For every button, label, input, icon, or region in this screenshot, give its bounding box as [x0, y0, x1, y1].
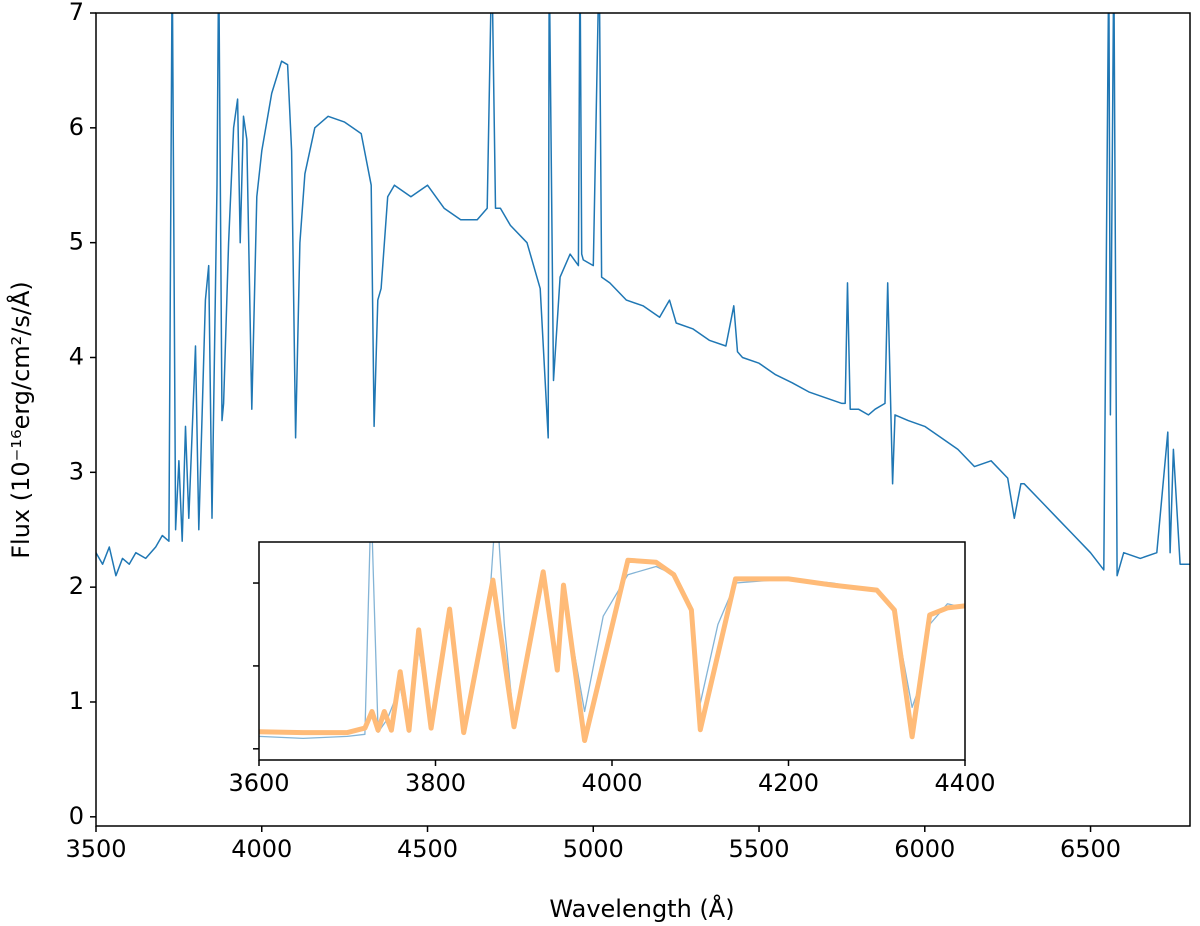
- x-tick-label: 4400: [934, 769, 995, 797]
- y-tick-label: 0: [69, 802, 84, 830]
- plot-frame: [95, 12, 1191, 827]
- x-tick-label: 4000: [581, 769, 642, 797]
- y-tick-label: 1: [69, 687, 84, 715]
- y-tick-label: 3: [69, 457, 84, 485]
- y-tick-label: 4: [69, 342, 84, 370]
- x-tick-label: 6000: [894, 835, 955, 863]
- y-tick-label: 5: [69, 228, 84, 256]
- x-tick-label: 4200: [758, 769, 819, 797]
- x-tick-label: 5500: [728, 835, 789, 863]
- x-tick-label: 4000: [231, 835, 292, 863]
- y-axis-label: Flux (10⁻¹⁶erg/cm²/s/Å): [6, 281, 35, 559]
- x-tick-label: 3800: [405, 769, 466, 797]
- x-axis-label: Wavelength (Å): [549, 894, 734, 923]
- spectrum-line: [259, 557, 965, 743]
- x-tick-label: 3500: [65, 835, 126, 863]
- y-tick-label: 2: [69, 572, 84, 600]
- y-tick-label: 7: [69, 0, 84, 26]
- x-tick-label: 4500: [397, 835, 458, 863]
- x-tick-label: 5000: [563, 835, 624, 863]
- spectrum-line: [96, 13, 1190, 577]
- y-tick-label: 6: [69, 113, 84, 141]
- x-tick-label: 3600: [228, 769, 289, 797]
- x-tick-label: 6500: [1060, 835, 1121, 863]
